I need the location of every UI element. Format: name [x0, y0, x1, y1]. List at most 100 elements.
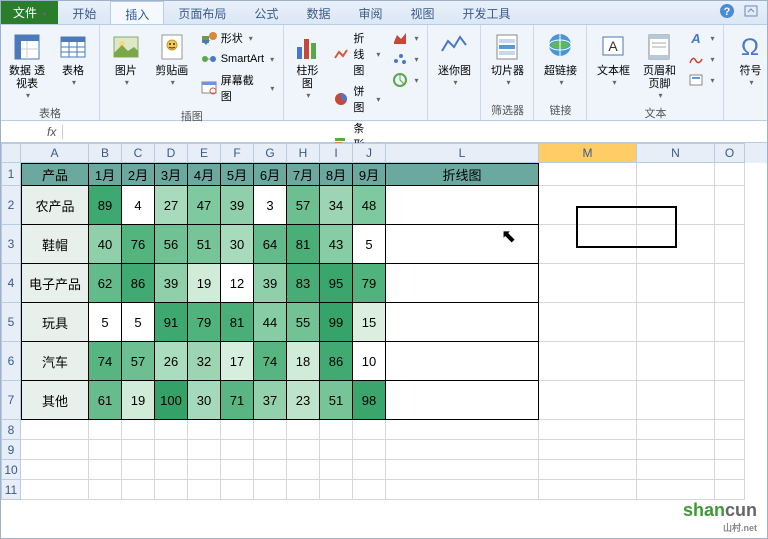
cell[interactable]: 7月	[287, 163, 320, 186]
cell[interactable]: 62	[89, 264, 122, 303]
cell[interactable]	[539, 303, 637, 342]
cell[interactable]: 81	[221, 303, 254, 342]
cell[interactable]: 18	[287, 342, 320, 381]
cell[interactable]	[254, 440, 287, 460]
help-icon[interactable]: ?	[719, 3, 735, 19]
cell[interactable]	[715, 440, 745, 460]
cell[interactable]	[89, 480, 122, 500]
hyperlink-button[interactable]: 超链接▾	[539, 28, 581, 90]
row-header-10[interactable]: 10	[1, 460, 21, 480]
cell[interactable]: 89	[89, 186, 122, 225]
cell[interactable]	[386, 460, 539, 480]
row-header-1[interactable]: 1	[1, 163, 21, 186]
col-header-F[interactable]: F	[221, 143, 254, 163]
col-header-G[interactable]: G	[254, 143, 287, 163]
cell[interactable]	[539, 440, 637, 460]
object-button[interactable]: ▾	[684, 70, 718, 90]
cell[interactable]	[637, 480, 715, 500]
col-header-H[interactable]: H	[287, 143, 320, 163]
cell[interactable]	[353, 420, 386, 440]
picture-button[interactable]: 图片▾	[105, 28, 147, 90]
other-chart-button[interactable]: ▾	[388, 70, 422, 90]
cell[interactable]	[122, 420, 155, 440]
tab-0[interactable]: 开始	[58, 1, 110, 24]
cell[interactable]: 5	[89, 303, 122, 342]
col-header-J[interactable]: J	[353, 143, 386, 163]
cell[interactable]	[254, 480, 287, 500]
cell[interactable]	[637, 420, 715, 440]
cell[interactable]: 79	[353, 264, 386, 303]
tab-5[interactable]: 审阅	[344, 1, 396, 24]
cell[interactable]	[89, 420, 122, 440]
cell[interactable]	[715, 186, 745, 225]
select-all-corner[interactable]	[1, 143, 21, 163]
cell[interactable]	[353, 460, 386, 480]
cell[interactable]: 5	[353, 225, 386, 264]
table-button[interactable]: 表格▾	[52, 28, 94, 90]
cell[interactable]	[715, 342, 745, 381]
cell[interactable]: 32	[188, 342, 221, 381]
cell[interactable]: 10	[353, 342, 386, 381]
cell[interactable]: 40	[89, 225, 122, 264]
row-header-8[interactable]: 8	[1, 420, 21, 440]
cell[interactable]: 51	[188, 225, 221, 264]
cell[interactable]	[21, 420, 89, 440]
cell[interactable]	[386, 186, 539, 225]
pie-chart-button[interactable]: 饼图▾	[329, 81, 384, 117]
cell[interactable]	[539, 225, 637, 264]
cell[interactable]: 电子产品	[21, 264, 89, 303]
row-header-5[interactable]: 5	[1, 303, 21, 342]
area-chart-button[interactable]: ▾	[388, 28, 422, 48]
cell[interactable]	[287, 480, 320, 500]
cell[interactable]	[155, 480, 188, 500]
col-header-C[interactable]: C	[122, 143, 155, 163]
cell[interactable]: 27	[155, 186, 188, 225]
cell[interactable]	[287, 460, 320, 480]
cell[interactable]	[637, 440, 715, 460]
line-chart-button[interactable]: 折线图▾	[329, 28, 384, 80]
header-footer-button[interactable]: 页眉和页脚▾	[638, 28, 680, 103]
cell[interactable]	[320, 460, 353, 480]
cell[interactable]	[320, 440, 353, 460]
col-header-L[interactable]: L	[386, 143, 539, 163]
cell[interactable]	[221, 440, 254, 460]
cell[interactable]: 79	[188, 303, 221, 342]
minimize-ribbon-icon[interactable]	[743, 3, 759, 19]
cell[interactable]: 30	[221, 225, 254, 264]
cell[interactable]	[715, 480, 745, 500]
col-header-N[interactable]: N	[637, 143, 715, 163]
cell[interactable]: 86	[320, 342, 353, 381]
cell[interactable]	[715, 264, 745, 303]
cell[interactable]	[386, 381, 539, 420]
cell[interactable]: 5月	[221, 163, 254, 186]
cell[interactable]: 30	[188, 381, 221, 420]
cell[interactable]	[320, 420, 353, 440]
cell[interactable]: 39	[221, 186, 254, 225]
cell[interactable]: 4	[122, 186, 155, 225]
tab-1[interactable]: 插入	[110, 1, 164, 24]
cell[interactable]: 12	[221, 264, 254, 303]
cell[interactable]	[21, 460, 89, 480]
cell[interactable]	[386, 420, 539, 440]
fx-label[interactable]: fx	[41, 125, 63, 139]
screenshot-button[interactable]: 屏幕截图▾	[197, 70, 279, 106]
spreadsheet-grid[interactable]: ABCDEFGHIJLMNO1产品1月2月3月4月5月6月7月8月9月折线图2农…	[1, 143, 767, 500]
cell[interactable]	[637, 186, 715, 225]
cell[interactable]	[539, 264, 637, 303]
cell[interactable]: 39	[155, 264, 188, 303]
cell[interactable]	[188, 480, 221, 500]
cell[interactable]	[320, 480, 353, 500]
cell[interactable]	[539, 460, 637, 480]
cell[interactable]: 76	[122, 225, 155, 264]
cell[interactable]: 51	[320, 381, 353, 420]
cell[interactable]: 99	[320, 303, 353, 342]
cell[interactable]: 37	[254, 381, 287, 420]
row-header-11[interactable]: 11	[1, 480, 21, 500]
cell[interactable]	[715, 225, 745, 264]
cell[interactable]	[122, 460, 155, 480]
cell[interactable]	[539, 420, 637, 440]
cell[interactable]	[637, 381, 715, 420]
cell[interactable]	[637, 460, 715, 480]
cell[interactable]	[637, 342, 715, 381]
cell[interactable]: 81	[287, 225, 320, 264]
